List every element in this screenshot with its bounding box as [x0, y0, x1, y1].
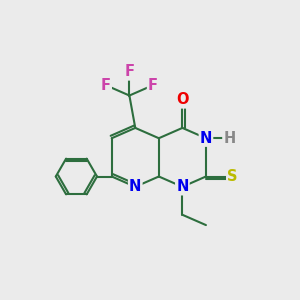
Text: H: H — [224, 131, 236, 146]
Text: F: F — [148, 78, 158, 93]
Text: F: F — [124, 64, 134, 80]
Text: N: N — [129, 179, 142, 194]
Text: N: N — [176, 179, 189, 194]
Text: N: N — [200, 131, 212, 146]
Text: F: F — [101, 78, 111, 93]
Text: S: S — [227, 169, 238, 184]
Text: O: O — [176, 92, 189, 107]
